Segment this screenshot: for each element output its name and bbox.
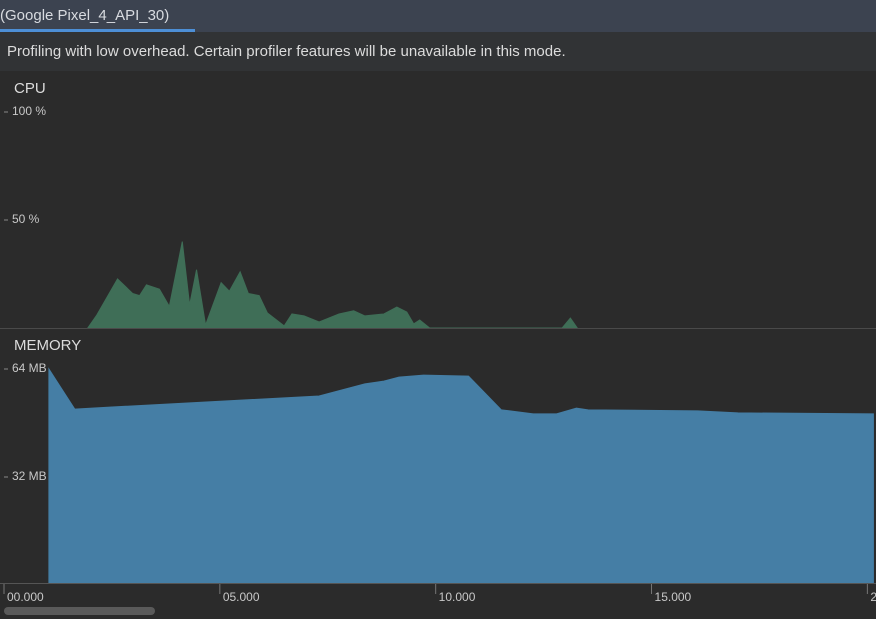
area [86, 241, 579, 329]
y-tick-label: 50 % [12, 212, 40, 226]
y-tick-label: 100 % [12, 104, 46, 118]
banner [0, 32, 876, 71]
cpu-title: CPU [14, 80, 46, 97]
tab-title[interactable]: (Google Pixel_4_API_30) [0, 7, 169, 24]
y-tick-label: 64 MB [12, 361, 47, 375]
x-tick-label: 00.000 [7, 590, 44, 604]
area [48, 367, 874, 584]
tab-underline [0, 29, 195, 32]
x-tick-label: 20.000 [870, 590, 876, 604]
y-tick-label: 32 MB [12, 469, 47, 483]
scrollbar[interactable] [4, 607, 155, 615]
memory-title: MEMORY [14, 337, 81, 354]
banner-text: Profiling with low overhead. Certain pro… [7, 43, 566, 60]
x-tick-label: 05.000 [223, 590, 260, 604]
tab-bar [0, 0, 876, 32]
x-tick-label: 15.000 [655, 590, 692, 604]
x-tick-label: 10.000 [439, 590, 476, 604]
